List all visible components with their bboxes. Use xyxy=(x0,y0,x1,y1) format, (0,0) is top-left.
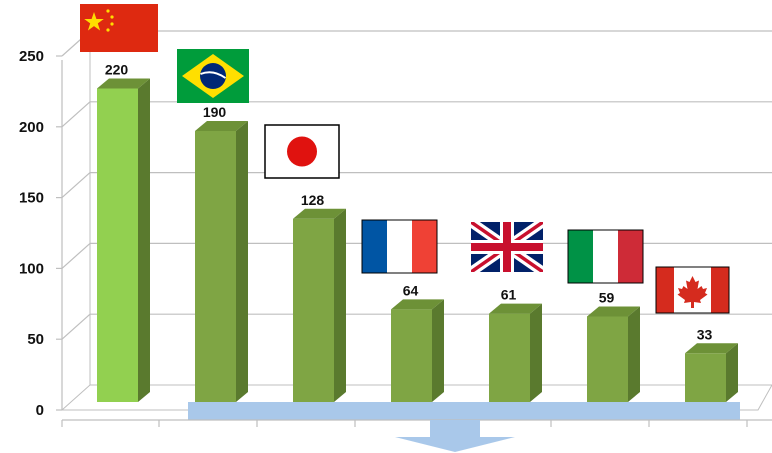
bar-top xyxy=(391,299,444,310)
y-tick-label: 250 xyxy=(19,48,44,65)
bar-top xyxy=(195,120,248,131)
bar-side xyxy=(334,208,346,402)
y-tick-label: 0 xyxy=(36,402,44,419)
data-label: 220 xyxy=(105,61,129,77)
bar-front xyxy=(195,130,236,402)
data-label: 33 xyxy=(697,326,713,342)
bar xyxy=(97,78,150,402)
bar-top xyxy=(685,343,738,354)
bar-front xyxy=(391,309,432,402)
y-tick-label: 150 xyxy=(19,190,44,207)
bar xyxy=(391,299,444,402)
gridline-side xyxy=(61,242,91,269)
bar xyxy=(195,120,248,403)
italy-flag-icon xyxy=(567,229,644,284)
data-label: 59 xyxy=(599,289,615,305)
japan-flag-icon xyxy=(264,124,340,179)
bar-side xyxy=(628,306,640,402)
y-axis: 0 50 100 150 200 250 xyxy=(19,48,62,419)
bars xyxy=(97,78,738,403)
bar-front xyxy=(97,88,138,402)
back-wall xyxy=(90,32,772,385)
data-label: 64 xyxy=(403,282,419,298)
bar xyxy=(587,306,640,402)
data-label: 61 xyxy=(501,287,517,303)
gridline-side xyxy=(61,101,91,128)
bar-front xyxy=(685,353,726,402)
brazil-flag-icon xyxy=(177,49,249,103)
bar xyxy=(293,208,346,402)
x-axis-ticks xyxy=(61,420,748,427)
uk-flag-icon xyxy=(471,222,543,272)
bar xyxy=(685,343,738,402)
bar-top xyxy=(489,303,542,314)
bar-side xyxy=(138,78,150,402)
data-label: 190 xyxy=(203,104,227,120)
baseline-band xyxy=(188,402,740,420)
bar-front xyxy=(293,218,334,402)
bar-top xyxy=(97,78,150,89)
chart-walls xyxy=(61,32,772,410)
bar-front xyxy=(489,313,530,402)
data-labels: 220 190 128 64 61 59 33 xyxy=(105,61,713,342)
data-label: 128 xyxy=(301,192,325,208)
bar-top xyxy=(293,208,346,219)
y-tick-label: 50 xyxy=(27,331,44,348)
bar xyxy=(489,303,542,402)
down-arrow-icon xyxy=(395,420,515,452)
bar-side xyxy=(236,120,248,403)
y-tick-label: 200 xyxy=(19,119,44,136)
gridline-side xyxy=(61,172,91,199)
bar-top xyxy=(587,306,640,317)
canada-flag-icon xyxy=(655,266,730,314)
bar-side xyxy=(432,299,444,402)
gridline-side xyxy=(61,313,91,340)
y-tick-label: 100 xyxy=(19,260,44,277)
france-flag-icon xyxy=(361,219,438,274)
china-flag-icon xyxy=(80,4,158,52)
bar-side xyxy=(530,303,542,402)
bar-front xyxy=(587,316,628,402)
bar-side xyxy=(726,343,738,402)
